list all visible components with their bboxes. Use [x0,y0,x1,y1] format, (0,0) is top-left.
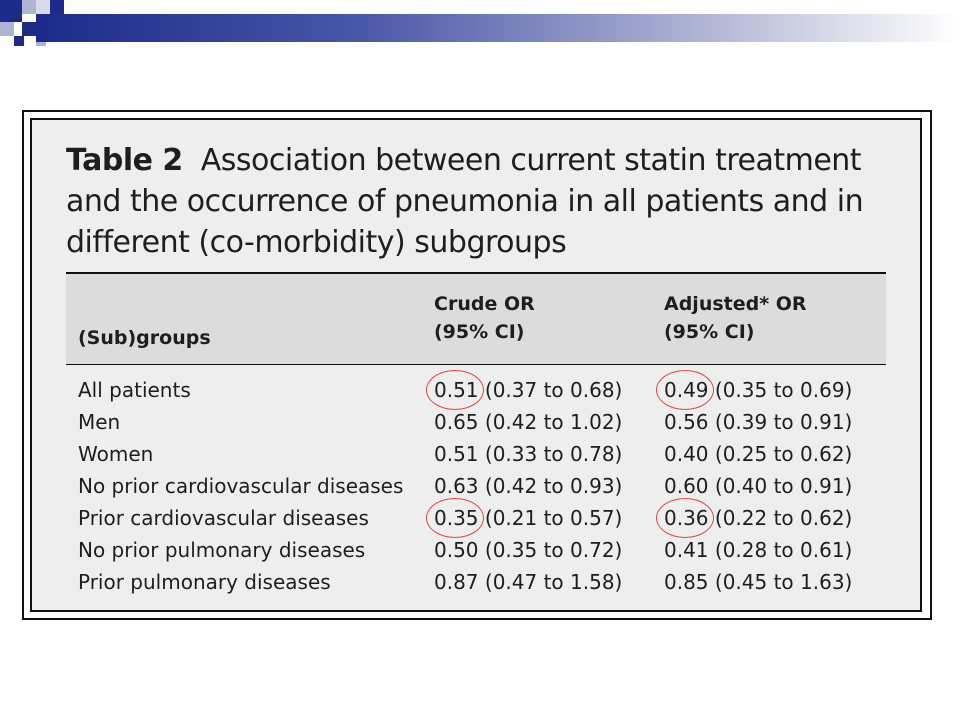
cell-crude: 0.65 (0.42 to 1.02) [434,410,623,434]
table-label: Table 2 [66,143,183,178]
table-row: No prior cardiovascular diseases 0.63 (0… [0,470,960,502]
header-adjusted-or: Adjusted* OR (95% CI) [664,290,807,346]
table-row: No prior pulmonary diseases 0.50 (0.35 t… [0,534,960,566]
cell-crude: 0.63 (0.42 to 0.93) [434,474,623,498]
table-row: Prior pulmonary diseases 0.87 (0.47 to 1… [0,566,960,598]
bottom-rule [66,610,886,612]
annotation-circle-crude-prior-cvd [426,498,484,538]
cell-adjusted: 0.56 (0.39 to 0.91) [664,410,853,434]
table-row: Women 0.51 (0.33 to 0.78) 0.40 (0.25 to … [0,438,960,470]
cell-crude: 0.51 (0.33 to 0.78) [434,442,623,466]
header-subgroups: (Sub)groups [78,327,211,349]
deco-square [22,0,36,14]
cell-group: All patients [78,378,191,402]
cell-group: No prior pulmonary diseases [78,538,366,562]
deco-square [50,0,64,14]
table-caption: Table 2 Association between current stati… [66,140,896,263]
deco-square [36,0,50,14]
cell-adjusted: 0.40 (0.25 to 0.62) [664,442,853,466]
header-rule [66,364,886,365]
cell-crude: 0.87 (0.47 to 1.58) [434,570,623,594]
header-crude-or-line1: Crude OR [434,293,535,315]
cell-adjusted: 0.85 (0.45 to 1.63) [664,570,853,594]
table-row: Prior cardiovascular diseases 0.35 (0.21… [0,502,960,534]
annotation-circle-adjusted-all [656,370,714,410]
cell-crude: 0.50 (0.35 to 0.72) [434,538,623,562]
top-rule [66,272,886,274]
cell-adjusted: 0.41 (0.28 to 0.61) [664,538,853,562]
deco-square [0,22,14,36]
header-adjusted-or-line1: Adjusted* OR [664,293,807,315]
table-row: Men 0.65 (0.42 to 1.02) 0.56 (0.39 to 0.… [0,406,960,438]
table-title: Association between current statin treat… [66,143,864,260]
header-band [66,274,886,364]
annotation-circle-adjusted-prior-cvd [656,498,714,538]
header-adjusted-or-line2: (95% CI) [664,321,755,343]
header-crude-or: Crude OR (95% CI) [434,290,535,346]
cell-group: No prior cardiovascular diseases [78,474,404,498]
header-crude-or-line2: (95% CI) [434,321,525,343]
cell-group: Men [78,410,121,434]
annotation-circle-crude-all [426,370,484,410]
deco-square [14,36,24,46]
cell-adjusted: 0.60 (0.40 to 0.91) [664,474,853,498]
cell-group: Women [78,442,154,466]
deco-square [0,0,22,22]
cell-group: Prior pulmonary diseases [78,570,331,594]
deco-square [22,22,36,36]
slide-header-bar [36,14,960,42]
cell-group: Prior cardiovascular diseases [78,506,369,530]
